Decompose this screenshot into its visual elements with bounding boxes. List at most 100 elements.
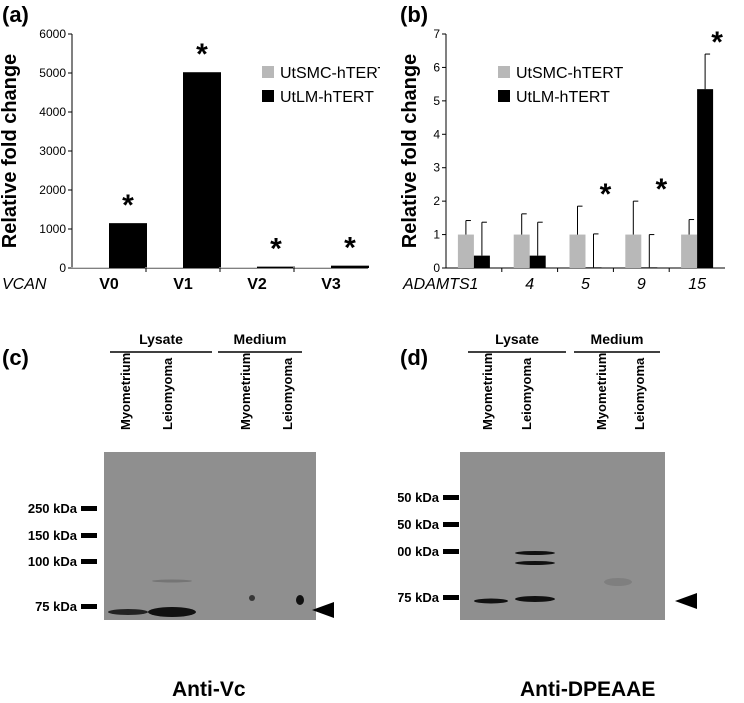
legend-label: UtSMC-hTERT [516, 65, 623, 82]
legend-swatch [498, 90, 510, 102]
kda-marker-label: 100 kDa [398, 544, 440, 559]
x-tick-label: 9 [637, 276, 646, 293]
lane-label: Leiomyoma [160, 357, 175, 430]
kda-marker-label: 100 kDa [28, 554, 78, 569]
y-tick-label: 3000 [39, 144, 66, 158]
y-tick-label: 1000 [39, 222, 66, 236]
kda-marker-tick [443, 522, 459, 527]
significance-asterisk: * [270, 233, 282, 266]
group-label: Medium [234, 331, 287, 347]
significance-asterisk: * [655, 173, 667, 206]
y-tick-label: 4 [433, 127, 440, 141]
significance-asterisk: * [711, 26, 723, 59]
group-label: Lysate [495, 331, 539, 347]
protein-band [108, 609, 148, 615]
significance-asterisk: * [122, 189, 134, 222]
band-arrow-icon [312, 602, 334, 618]
kda-marker-label: 75 kDa [35, 599, 78, 614]
bar-utlm [183, 72, 221, 268]
bar-utsmc [513, 234, 530, 268]
band-arrow-icon [675, 593, 697, 609]
protein-band [152, 579, 192, 583]
x-tick-label: V3 [321, 276, 341, 293]
x-tick-label: 5 [581, 276, 590, 293]
bar-utlm [585, 267, 602, 268]
y-tick-label: 7 [433, 27, 440, 41]
bar-utlm [257, 266, 295, 268]
y-tick-label: 3 [433, 161, 440, 175]
kda-marker-tick [443, 495, 459, 500]
y-axis-label: Relative fold change [399, 54, 421, 249]
legend-label: UtSMC-hTERT [280, 65, 380, 82]
western-blot-c: Lysate Medium Myometrium Leiomyoma Myometriu… [28, 331, 334, 620]
x-tick-label: V1 [173, 276, 193, 293]
lane-label: Myometrium [594, 353, 609, 430]
y-tick-label: 0 [59, 261, 66, 275]
legend-swatch [262, 90, 274, 102]
y-tick-label: 1 [433, 228, 440, 242]
bar-utlm [529, 255, 546, 268]
y-tick-label: 2 [433, 194, 440, 208]
western-blot-d: Lysate Medium Myometrium Leiomyoma Myometriu… [398, 331, 697, 620]
lane-label: Myometrium [118, 353, 133, 430]
legend-swatch [498, 66, 510, 78]
bar-utsmc [681, 234, 698, 268]
bar-utsmc [71, 267, 109, 268]
y-tick-label: 6 [433, 60, 440, 74]
panel-label-b: (b) [400, 2, 429, 27]
bar-utlm [331, 265, 369, 268]
x-axis-gene-label: ADAMTS [402, 276, 470, 293]
panel-label-a: (a) [2, 2, 29, 27]
bar-utsmc [625, 234, 642, 268]
x-tick-label: 15 [688, 276, 706, 293]
kda-marker-tick [81, 604, 97, 609]
bar-utlm [641, 267, 658, 268]
legend-label: UtLM-hTERT [516, 89, 610, 106]
protein-band [515, 596, 555, 602]
kda-marker-label: 75 kDa [398, 590, 440, 605]
panel-label-d: (d) [400, 345, 429, 370]
significance-asterisk: * [196, 38, 208, 71]
kda-marker-label: 150 kDa [398, 517, 440, 532]
lane-label: Leiomyoma [632, 357, 647, 430]
blot-membrane [104, 452, 316, 620]
blot-c-title: Anti-Vc [172, 678, 246, 701]
blot-d-title: Anti-DPEAAE [520, 678, 656, 701]
x-tick-label: 1 [469, 276, 478, 293]
x-tick-label: V2 [247, 276, 267, 293]
y-tick-label: 0 [433, 261, 440, 275]
protein-band [249, 595, 255, 601]
significance-asterisk: * [600, 178, 612, 211]
y-tick-label: 5000 [39, 66, 66, 80]
protein-band [296, 595, 304, 605]
protein-band [148, 607, 196, 617]
bar-utsmc [457, 234, 474, 268]
x-tick-label: 4 [525, 276, 534, 293]
group-label: Medium [591, 331, 644, 347]
kda-marker-label: 250 kDa [28, 501, 78, 516]
protein-band [474, 598, 508, 604]
lane-label: Leiomyoma [280, 357, 295, 430]
kda-marker-label: 250 kDa [398, 490, 440, 505]
bar-utlm [109, 223, 147, 268]
kda-marker-tick [81, 506, 97, 511]
y-tick-label: 2000 [39, 183, 66, 197]
protein-band [515, 551, 555, 555]
kda-marker-tick [81, 533, 97, 538]
legend-label: UtLM-hTERT [280, 89, 374, 106]
y-tick-label: 5 [433, 94, 440, 108]
y-tick-label: 6000 [39, 27, 66, 41]
kda-marker-tick [443, 549, 459, 554]
lane-label: Myometrium [238, 353, 253, 430]
bar-utsmc [293, 267, 331, 268]
kda-marker-label: 150 kDa [28, 528, 78, 543]
legend-swatch [262, 66, 274, 78]
chart-a-vcan: 0 1000 2000 3000 4000 5000 6000 Relative fold c… [0, 27, 380, 293]
x-tick-label: V0 [99, 276, 119, 293]
kda-marker-tick [81, 559, 97, 564]
lane-label: Myometrium [480, 353, 495, 430]
bar-utsmc [219, 267, 257, 268]
protein-band [515, 561, 555, 565]
y-tick-label: 4000 [39, 105, 66, 119]
